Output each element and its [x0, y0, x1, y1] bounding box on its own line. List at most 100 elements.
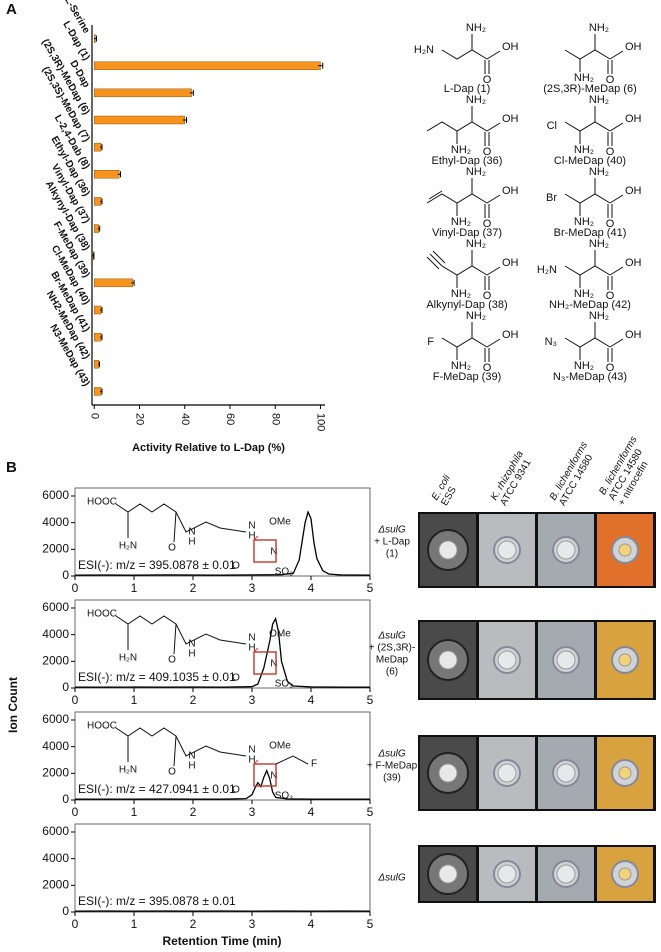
disk-center: [556, 864, 576, 884]
disk-center: [556, 650, 576, 670]
x-tick-label: 1: [131, 581, 138, 595]
bar: [94, 197, 102, 206]
plot-frame: [74, 823, 371, 913]
structure: NH₂ OH O NH₂ N₃ N₃-MeDap (43): [545, 310, 642, 383]
annotation: ESI(-): m/z = 427.0941 ± 0.01: [78, 782, 236, 796]
beta-lactam: [253, 651, 277, 675]
atom-label: N: [248, 633, 255, 644]
chromatogram: [75, 616, 370, 688]
atom-label: N: [270, 659, 277, 670]
sample-label: MeDap: [376, 655, 409, 666]
atom-label: O: [168, 767, 176, 778]
atom-label: OH: [502, 41, 519, 53]
sample-label: + F-MeDap: [367, 761, 418, 772]
atom-label: OH: [625, 185, 642, 197]
x-tick-label: 60: [224, 413, 236, 425]
annotation: ESI(-): m/z = 395.0878 ± 0.01: [78, 894, 236, 908]
atom-label: OMe: [269, 517, 291, 528]
x-tick-label: 1: [131, 917, 138, 931]
atom-label: NH₂: [466, 94, 486, 106]
disk-center: [497, 650, 517, 670]
bar: [94, 88, 192, 98]
structure-label: Br-MeDap (41): [554, 227, 627, 239]
x-tick-label: 5: [367, 917, 374, 931]
atom-label: NH₂: [574, 360, 594, 372]
structure-label: F-MeDap (39): [433, 371, 501, 383]
bond: [426, 193, 488, 204]
plot-frame: [74, 599, 371, 689]
bond: [564, 337, 611, 348]
atom-label: SO₃: [275, 567, 294, 578]
structure-label: N₃-MeDap (43): [553, 371, 627, 383]
bond: [564, 265, 611, 276]
atom-label: Br: [546, 192, 557, 204]
sample-label: + L-Dap: [374, 537, 410, 548]
x-tick-label: 3: [249, 693, 256, 707]
bar: [94, 170, 120, 179]
x-tick-label: 0: [88, 413, 100, 419]
x-tick-label: 4: [308, 581, 315, 595]
atom-label: H₂N: [537, 264, 557, 276]
atom-label: NH₂: [574, 288, 594, 300]
atom-label: NH₂: [451, 288, 471, 300]
bond: [253, 535, 259, 541]
x-tick-label: 4: [308, 693, 315, 707]
y-tick-label: 0: [62, 792, 69, 806]
y-tick-label: 4000: [42, 739, 69, 753]
x-tick-label: 40: [179, 413, 191, 425]
disk-center: [497, 540, 517, 560]
y-tick-label: 0: [62, 568, 69, 582]
sample-label: ΔsulG: [377, 873, 405, 884]
y-tick-label: 0: [62, 904, 69, 918]
atom-label: NH₂: [451, 144, 471, 156]
structure-label: Vinyl-Dap (37): [432, 227, 502, 239]
bar: [94, 332, 102, 342]
beta-lactam: [253, 539, 277, 563]
atom-label: O: [606, 218, 615, 230]
y-tick-label: 2000: [42, 766, 69, 780]
atom-label: NH₂: [589, 94, 609, 106]
atom-label: O: [168, 655, 176, 666]
bond: [564, 121, 611, 132]
structure-label: L-Dap (1): [444, 83, 490, 95]
x-tick-label: 2: [190, 917, 197, 931]
x-tick-label: 0: [72, 581, 79, 595]
bond: [486, 338, 501, 348]
atom-label: O: [232, 673, 240, 684]
atom-label: NH₂: [589, 22, 609, 34]
structure: NH₂ OH O NH₂ H₂N NH₂-MeDap (42): [537, 238, 642, 311]
atom-label: N₃: [545, 336, 557, 348]
bond: [115, 615, 247, 645]
x-tick-label: 3: [249, 917, 256, 931]
atom-label: O: [232, 561, 240, 572]
beta-lactam: [253, 763, 277, 787]
disk-center: [497, 864, 517, 884]
structure: NH₂ OH O NH₂ Cl Cl-MeDap (40): [547, 94, 642, 167]
x-tick-label: 2: [190, 581, 197, 595]
atom-label: H₂N: [119, 653, 137, 664]
atom-label: H: [188, 537, 195, 548]
x-tick-label: 5: [367, 805, 374, 819]
x-tick-label: 5: [367, 693, 374, 707]
atom-label: NH₂: [466, 166, 486, 178]
panel-label: B: [6, 459, 17, 476]
atom-label: OMe: [269, 741, 291, 752]
sample-label: ΔsulG: [377, 525, 405, 536]
bond: [173, 511, 177, 543]
bond: [428, 190, 443, 200]
y-tick-label: 0: [62, 680, 69, 694]
y-tick-label: 6000: [42, 488, 69, 502]
atom-label: NH₂: [574, 72, 594, 84]
x-tick-label: 3: [249, 805, 256, 819]
x-tick-label: 2: [190, 693, 197, 707]
atom-label: HOOC: [87, 609, 117, 620]
structure-label: Cl-MeDap (40): [554, 155, 626, 167]
y-tick-label: 6000: [42, 712, 69, 726]
atom-label: H: [188, 761, 195, 772]
atom-label: NH₂: [451, 360, 471, 372]
y-tick-label: 4000: [42, 627, 69, 641]
